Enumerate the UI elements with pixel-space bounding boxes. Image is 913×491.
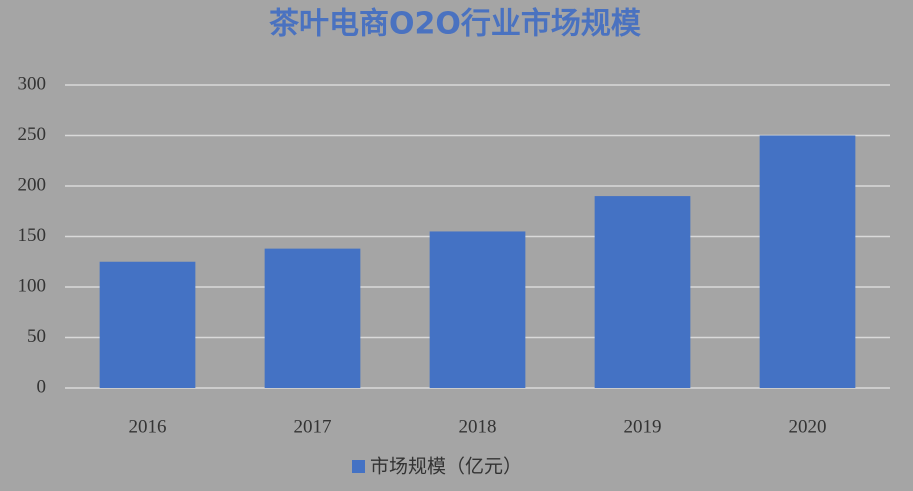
legend-label: 市场规模（亿元） bbox=[370, 456, 522, 478]
x-tick-label: 2018 bbox=[459, 416, 497, 437]
y-tick-label: 0 bbox=[37, 376, 47, 397]
y-tick-label: 250 bbox=[18, 124, 47, 145]
bar bbox=[429, 231, 526, 388]
x-tick-label: 2019 bbox=[624, 416, 662, 437]
y-tick-label: 200 bbox=[18, 174, 47, 195]
y-tick-label: 300 bbox=[18, 73, 47, 94]
x-tick-label: 2016 bbox=[129, 416, 167, 437]
bar bbox=[759, 135, 856, 388]
y-tick-label: 100 bbox=[18, 275, 47, 296]
x-tick-label: 2017 bbox=[294, 416, 332, 437]
y-tick-label: 150 bbox=[18, 225, 47, 246]
chart-title: 茶叶电商O2O行业市场规模 bbox=[269, 7, 641, 42]
bar bbox=[264, 248, 361, 388]
legend-swatch bbox=[352, 460, 365, 473]
bar bbox=[99, 261, 196, 388]
bar bbox=[594, 196, 691, 388]
y-tick-label: 50 bbox=[27, 326, 46, 347]
x-tick-label: 2020 bbox=[789, 416, 827, 437]
